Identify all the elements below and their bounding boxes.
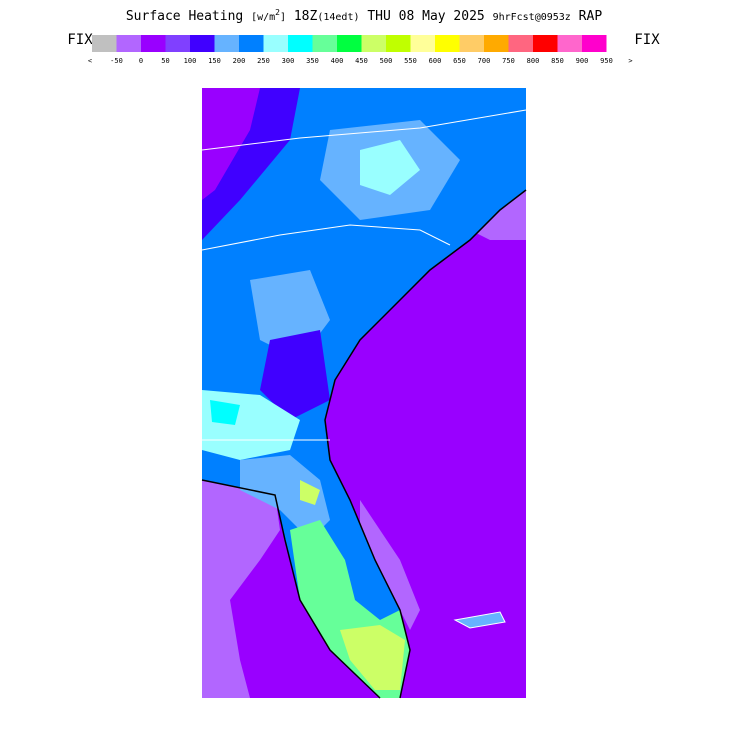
legend-label: 500 — [380, 57, 393, 65]
legend-label: 800 — [527, 57, 540, 65]
atlantic-band — [470, 190, 526, 240]
mountains — [202, 88, 260, 200]
fix-button[interactable]: FIX — [67, 32, 93, 48]
state-border — [201, 224, 451, 251]
blob — [340, 625, 405, 690]
map — [201, 88, 527, 699]
legend-label: < — [88, 57, 92, 65]
gulf-band — [202, 480, 280, 698]
units-exp: 2 — [275, 8, 280, 17]
color-swatch — [312, 35, 337, 52]
fix-button[interactable]: FIX — [634, 32, 660, 48]
legend-label: 950 — [600, 57, 613, 65]
legend-label: 250 — [257, 57, 270, 65]
land — [202, 88, 526, 698]
state-border — [201, 109, 527, 151]
legend-label: 700 — [478, 57, 491, 65]
legend-label: 650 — [453, 57, 466, 65]
legend-labels: < -50 0 50 100 150 200 250 300 350 400 450 500 550 600… — [88, 57, 633, 65]
color-swatch — [92, 35, 117, 52]
model: RAP — [579, 9, 603, 24]
blob — [360, 140, 420, 195]
color-swatch — [141, 35, 166, 52]
color-swatch — [557, 35, 582, 52]
blob — [210, 400, 240, 425]
legend-label: -50 — [110, 57, 123, 65]
atlantic-band — [360, 500, 420, 630]
color-swatch — [410, 35, 435, 52]
legend-label: 600 — [429, 57, 442, 65]
units-close: ] — [280, 12, 286, 23]
color-swatch — [459, 35, 484, 52]
blob — [300, 480, 320, 505]
coastline — [201, 479, 381, 699]
color-swatch — [239, 35, 264, 52]
legend-label: 300 — [282, 57, 295, 65]
color-swatch — [337, 35, 362, 52]
date: THU 08 May 2025 — [367, 9, 484, 24]
color-swatch — [190, 35, 215, 52]
blob — [240, 455, 330, 540]
blob — [260, 330, 330, 420]
color-swatch — [288, 35, 313, 52]
local-time: (14edt) — [317, 12, 359, 23]
title-text: Surface Heating — [126, 9, 243, 24]
color-swatch — [386, 35, 411, 52]
forecast: 9hrFcst@0953z — [493, 12, 571, 23]
legend-label: 50 — [161, 57, 169, 65]
legend-label: 550 — [404, 57, 417, 65]
title: Surface Heating [w/m2] 18Z(14edt) THU 08… — [126, 8, 602, 24]
island — [453, 611, 506, 629]
legend-label: 850 — [551, 57, 564, 65]
color-swatch — [214, 35, 239, 52]
color-swatch — [533, 35, 558, 52]
color-swatch — [165, 35, 190, 52]
legend-label: 150 — [208, 57, 221, 65]
legend-label: 450 — [355, 57, 368, 65]
color-swatch — [582, 35, 607, 52]
legend-label: 350 — [306, 57, 319, 65]
valid-time: 18Z — [294, 9, 318, 24]
coastline — [324, 189, 527, 699]
color-swatch — [263, 35, 288, 52]
legend-label: 750 — [502, 57, 515, 65]
color-swatch — [116, 35, 141, 52]
legend-label: > — [628, 57, 632, 65]
color-swatch — [484, 35, 509, 52]
color-swatch — [508, 35, 533, 52]
legend-label: 900 — [576, 57, 589, 65]
legend-label: 400 — [331, 57, 344, 65]
color-swatch — [435, 35, 460, 52]
units: [w/m — [251, 12, 275, 23]
color-legend — [92, 35, 607, 52]
legend-label: 0 — [139, 57, 143, 65]
color-swatch — [361, 35, 386, 52]
legend-label: 100 — [184, 57, 197, 65]
legend-label: 200 — [233, 57, 246, 65]
